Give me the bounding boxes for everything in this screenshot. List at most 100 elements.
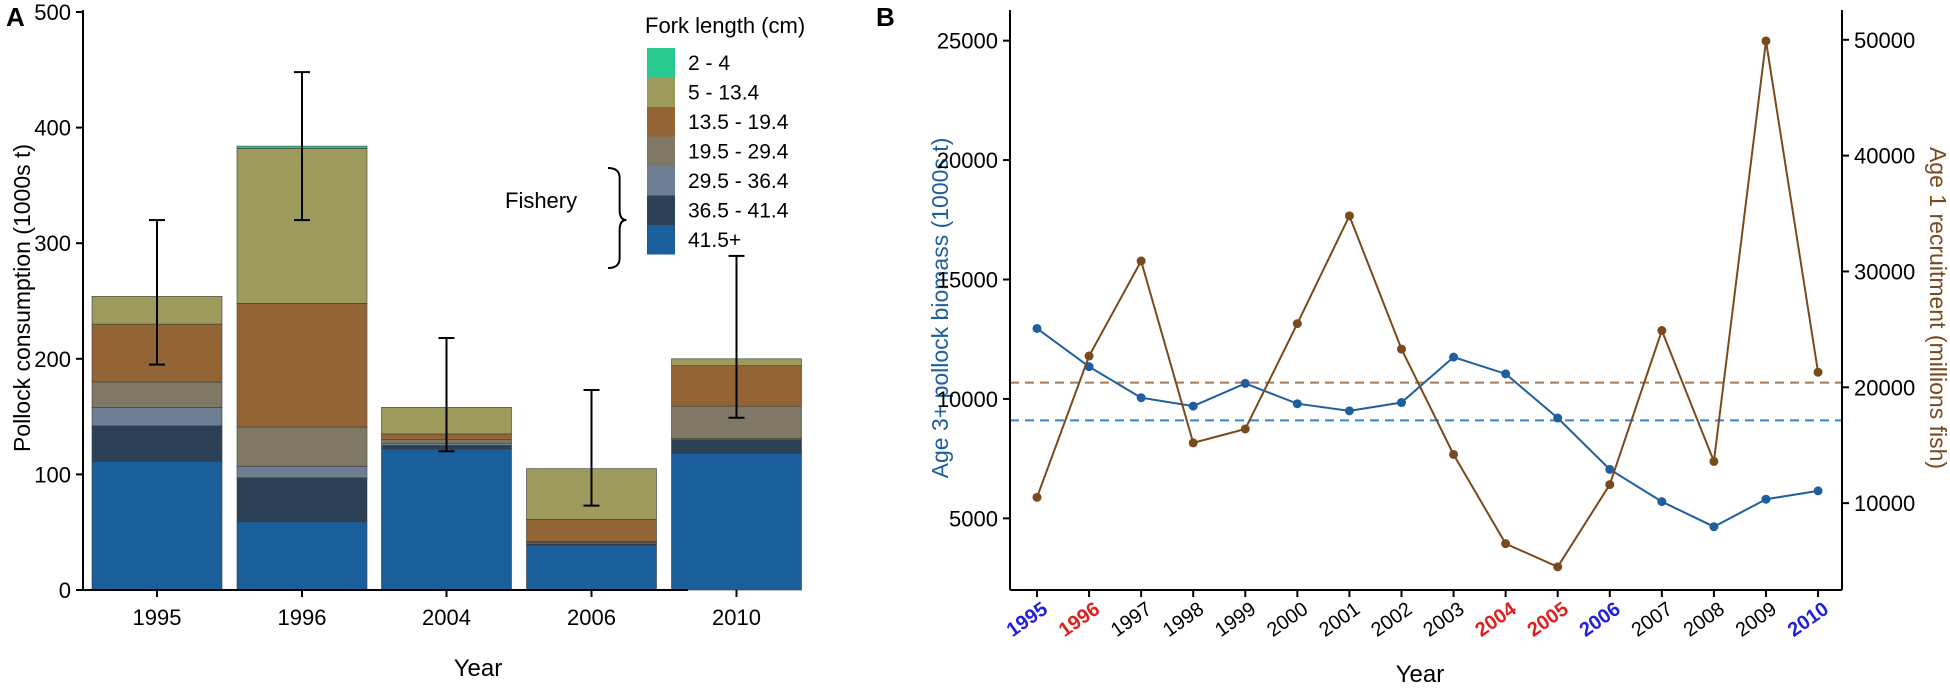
panel-b-x-tick-label: 1997	[1107, 598, 1156, 642]
bar-1996-19-5-29-4	[236, 426, 368, 467]
bar-2010-36-5-41-4	[671, 439, 802, 454]
panel-b-x-tick-label: 2005	[1523, 598, 1572, 642]
panel-b-x-tick-label: 1995	[1003, 598, 1052, 642]
panel-a: A Pollock consumption (1000s t) Year 0 10…	[6, 0, 805, 682]
panel-b-left-axis-label: Age 3+ pollock biomass (1000s t)	[927, 138, 953, 479]
panel-b-x-tick-label: 2002	[1367, 598, 1416, 642]
point-left-2004	[1501, 369, 1511, 379]
panel-a-x-axis-label: Year	[454, 655, 503, 682]
panel-b-x-tick-label: 1999	[1211, 598, 1260, 642]
panel-b-right-tick-label: 40000	[1854, 144, 1915, 169]
point-right-1999	[1240, 424, 1250, 434]
panel-b-right-axis-label: Age 1 recruitment (millions fish)	[1925, 147, 1950, 469]
legend-item-13-5-19-4: 13.5 - 19.4	[647, 107, 789, 137]
bar-2010-41-5+	[671, 453, 802, 591]
fishery-label: Fishery	[505, 188, 577, 213]
panel-a-y-tick-label: 500	[34, 0, 71, 25]
panel-b-x-tick-label: 1996	[1055, 598, 1104, 642]
bar-1995-36-5-41-4	[91, 425, 223, 462]
legend-label: 2 - 4	[688, 52, 730, 75]
panel-a-x-tick-label: 1995	[133, 605, 182, 630]
panel-b-right-tick-label: 20000	[1854, 375, 1915, 400]
error-bar-1996	[294, 71, 310, 222]
point-right-2005	[1553, 562, 1563, 572]
panel-b-x-axis-label: Year	[1396, 661, 1445, 688]
panel-b-x-tick-label: 2008	[1680, 598, 1729, 642]
series-line-right	[1036, 40, 1820, 569]
panel-b-x-tick-label: 2001	[1315, 598, 1364, 642]
point-left-1997	[1136, 393, 1146, 403]
error-bar-1995	[149, 219, 165, 366]
point-left-2002	[1396, 398, 1406, 408]
legend-item-2-4: 2 - 4	[647, 48, 730, 78]
point-right-2003	[1449, 449, 1459, 459]
panel-b-x-tick-label: 2009	[1732, 598, 1781, 642]
error-bar-2006	[583, 389, 600, 507]
point-left-2009	[1761, 494, 1771, 504]
point-right-2006	[1605, 480, 1615, 490]
panel-a-label: A	[6, 2, 25, 32]
legend-label: 36.5 - 41.4	[688, 200, 789, 223]
legend-swatch	[647, 195, 675, 225]
legend-item-36-5-41-4: 36.5 - 41.4	[647, 195, 789, 225]
panel-a-x-tick-label: 2010	[712, 605, 761, 630]
panel-b: B Age 3+ pollock biomass (1000s t) Age 1…	[876, 2, 1950, 688]
panel-b-right-tick-label: 50000	[1854, 28, 1915, 53]
point-right-2008	[1709, 456, 1719, 466]
panel-b-x-tick-label: 2007	[1628, 598, 1677, 642]
panel-b-x-tick-label: 2003	[1419, 598, 1468, 642]
point-right-2010	[1813, 367, 1823, 377]
point-right-2007	[1657, 326, 1667, 336]
panel-a-x-tick-label: 2004	[422, 605, 471, 630]
bar-2006-13-5-19-4	[526, 519, 657, 542]
series-left	[1032, 323, 1823, 532]
panel-a-y-tick-label: 200	[34, 347, 71, 372]
legend-item-29-5-36-4: 29.5 - 36.4	[647, 166, 789, 196]
panel-b-axes: 5000 10000 15000 20000 25000 10000 20000 30000 4…	[937, 10, 1915, 642]
legend-label: 29.5 - 36.4	[688, 170, 789, 193]
point-left-2008	[1709, 522, 1719, 532]
point-right-2009	[1761, 36, 1771, 46]
panel-b-label: B	[876, 2, 895, 32]
panel-b-left-tick-label: 5000	[949, 506, 998, 531]
panel-b-right-tick-label: 10000	[1854, 491, 1915, 516]
legend-item-19-5-29-4: 19.5 - 29.4	[647, 136, 789, 166]
point-left-1998	[1188, 401, 1198, 411]
point-right-1995	[1032, 492, 1042, 502]
panel-a-y-axis-label: Pollock consumption (1000s t)	[9, 144, 35, 452]
point-left-2001	[1344, 406, 1354, 416]
series-line-left	[1036, 327, 1819, 528]
fishery-bracket	[607, 167, 627, 269]
legend-item-5-13-4: 5 - 13.4	[647, 77, 760, 107]
point-left-1995	[1032, 323, 1042, 333]
panel-b-x-tick-label: 2000	[1263, 598, 1312, 642]
panel-b-left-tick-label: 25000	[937, 29, 998, 54]
legend-swatch	[647, 48, 675, 78]
error-bar-2010	[728, 254, 745, 419]
panel-b-right-tick-label: 30000	[1854, 259, 1915, 284]
panel-a-y-tick-label: 0	[59, 578, 71, 603]
point-left-2005	[1553, 413, 1563, 423]
panel-b-x-tick-label: 1998	[1159, 598, 1208, 642]
panel-b-left-tick-label: 10000	[937, 387, 998, 412]
legend-swatch	[647, 107, 675, 137]
point-right-2004	[1501, 539, 1511, 549]
legend-swatch	[647, 77, 675, 107]
panel-a-y-tick-label: 300	[34, 231, 71, 256]
bar-1996-36-5-41-4	[236, 477, 368, 523]
panel-b-x-tick-label: 2006	[1576, 598, 1625, 642]
legend-swatch	[647, 166, 675, 196]
legend-label: 5 - 13.4	[688, 82, 760, 105]
point-right-2000	[1292, 319, 1302, 329]
panel-a-y-tick-label: 100	[34, 462, 71, 487]
point-right-2001	[1344, 211, 1354, 221]
legend-label: 13.5 - 19.4	[688, 111, 789, 134]
panel-a-y-tick-label: 400	[34, 116, 71, 141]
point-left-2006	[1605, 464, 1615, 474]
panel-b-x-tick-label: 2004	[1471, 598, 1521, 642]
bar-1995-19-5-29-4	[91, 381, 223, 408]
panel-b-series	[1032, 36, 1823, 572]
series-right	[1032, 36, 1823, 572]
bar-1995-41-5+	[91, 461, 223, 591]
